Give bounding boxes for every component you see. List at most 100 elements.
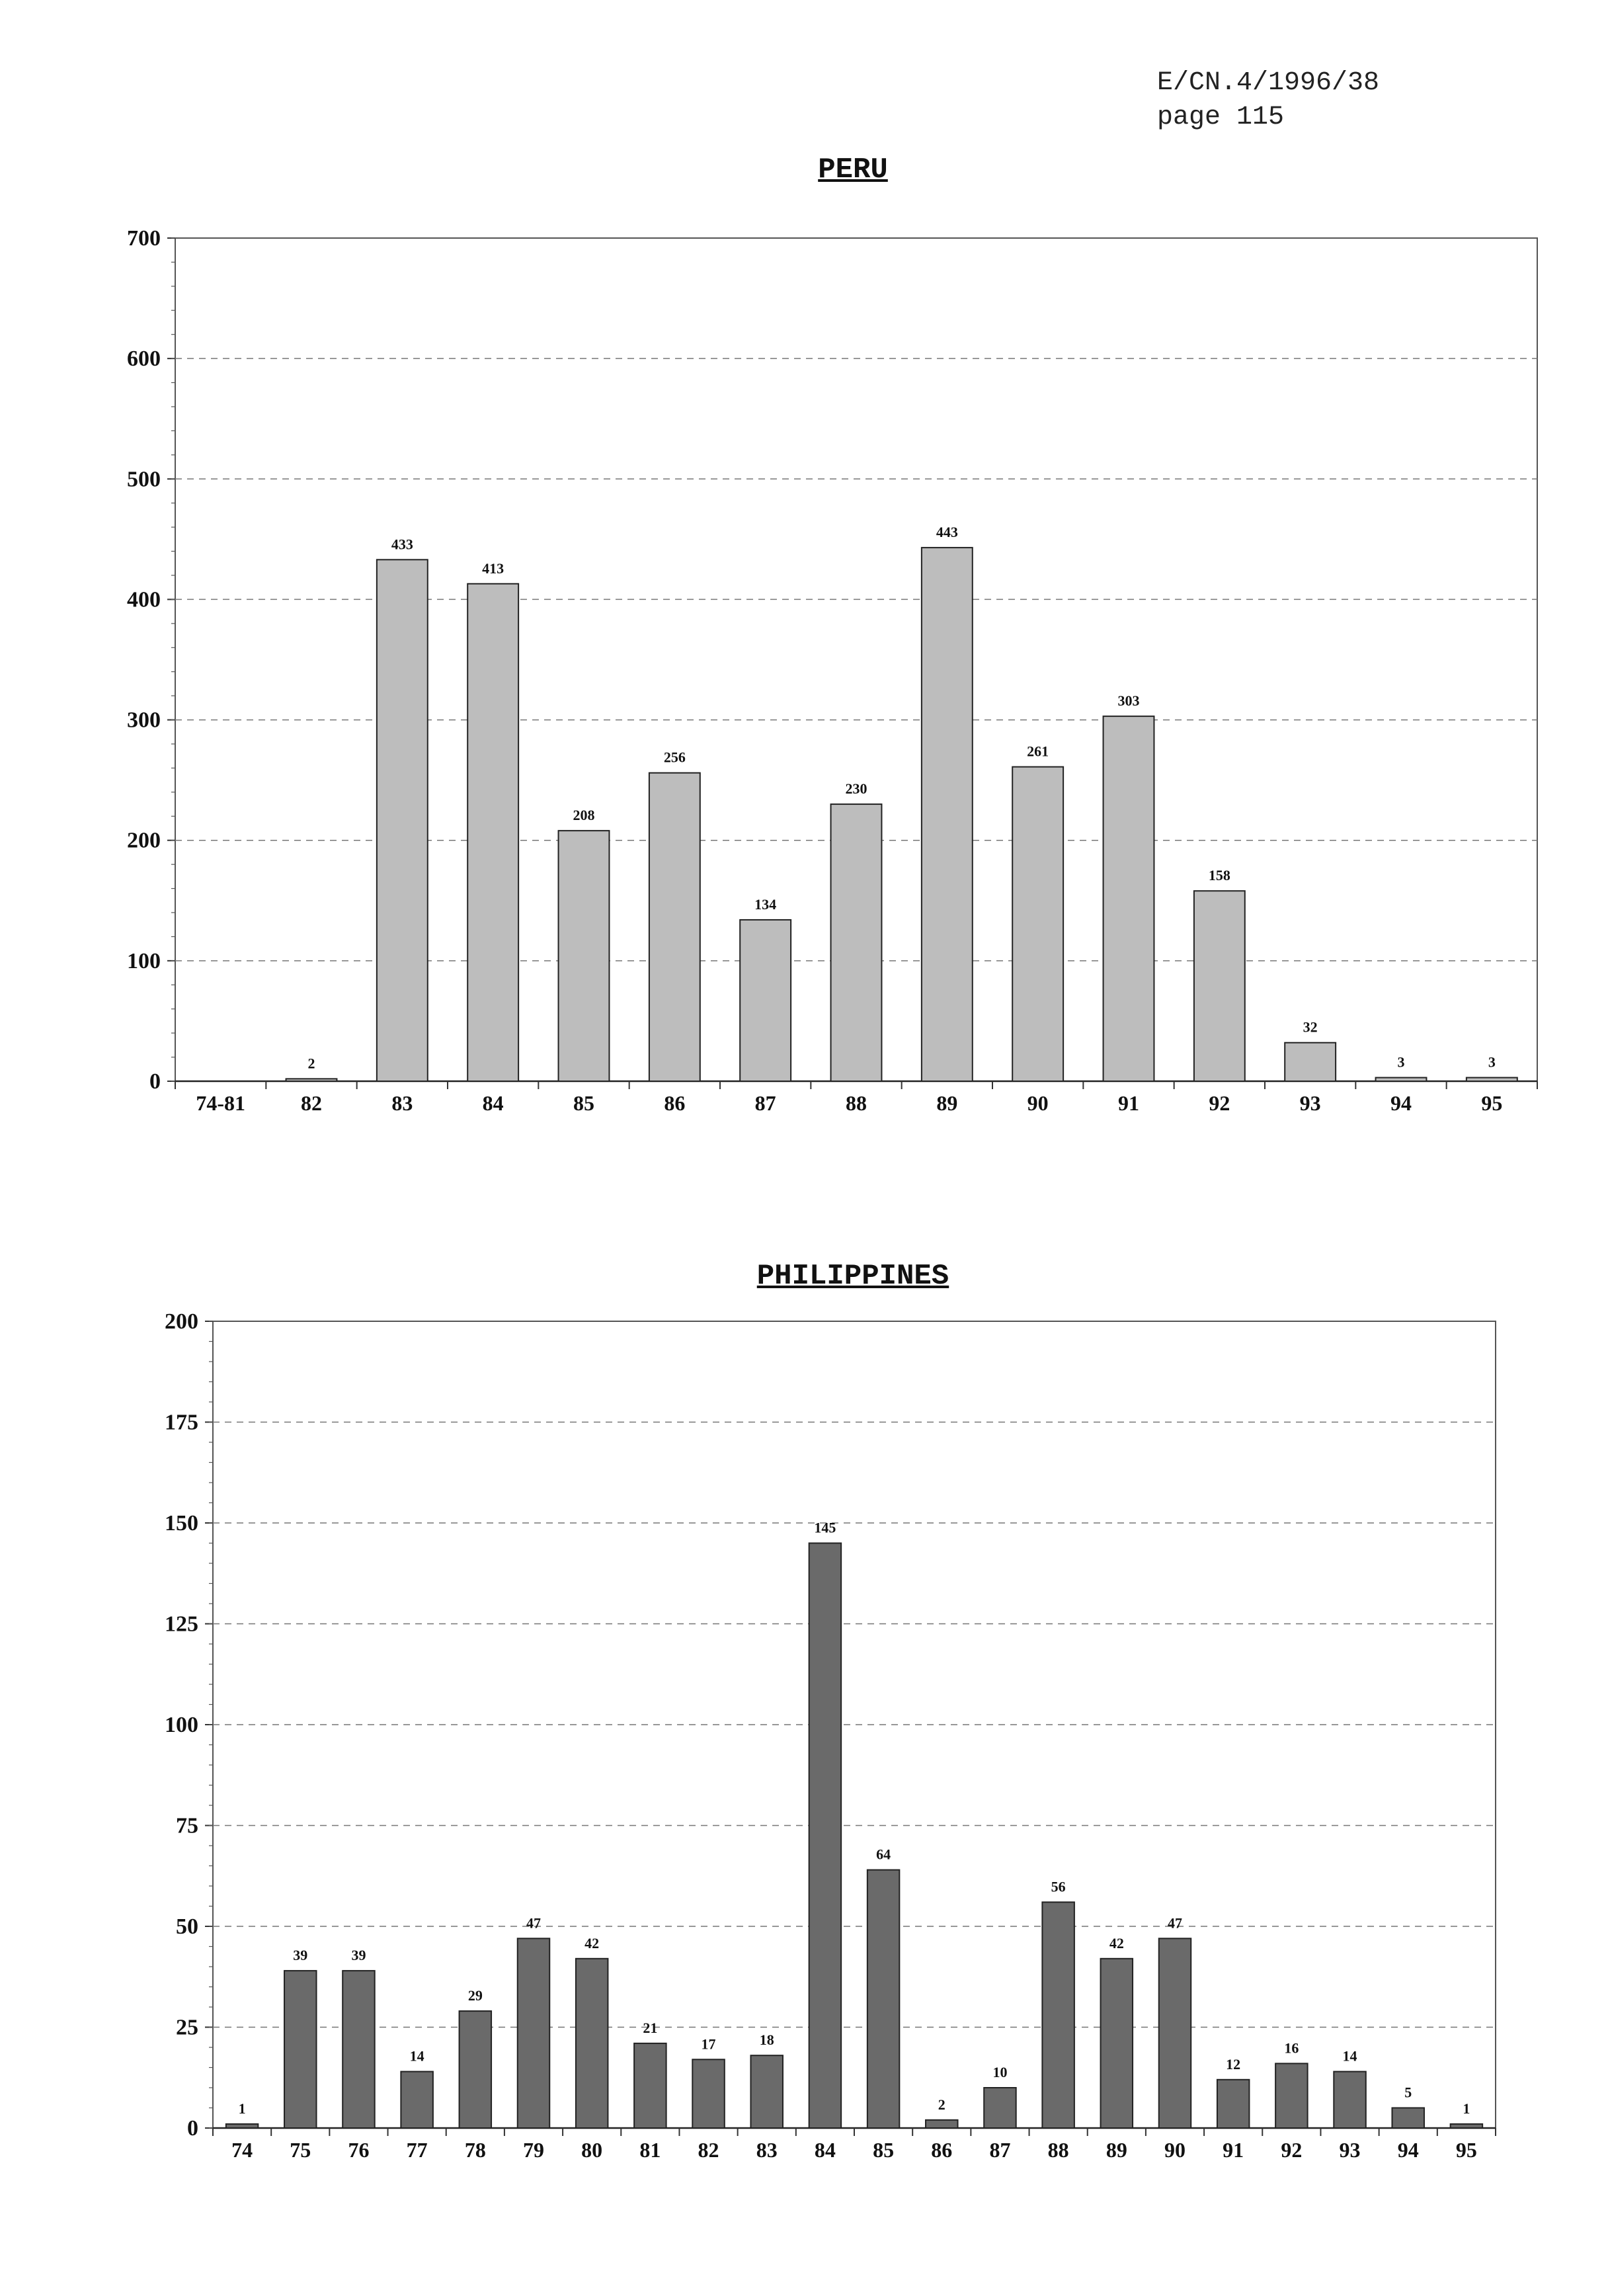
- philippines-x-tick-label: 89: [1106, 2138, 1127, 2162]
- philippines-data-label: 1: [239, 2100, 246, 2117]
- philippines-data-label: 47: [1168, 1914, 1182, 1931]
- peru-x-tick-label: 94: [1390, 1091, 1412, 1115]
- peru-x-tick-label: 85: [573, 1091, 594, 1115]
- peru-x-tick-label: 95: [1481, 1091, 1502, 1115]
- philippines-data-label: 47: [526, 1914, 541, 1931]
- philippines-bar-86: [925, 2119, 959, 2129]
- peru-y-tick-label: 0: [149, 1069, 161, 1094]
- philippines-bar-93: [1333, 2070, 1367, 2129]
- philippines-bar-83: [750, 2055, 784, 2129]
- peru-bar-87: [739, 919, 792, 1083]
- philippines-bar-85: [866, 1869, 901, 2129]
- peru-x-tick-label: 88: [846, 1091, 867, 1115]
- peru-bar-88: [830, 803, 883, 1082]
- peru-bar-95: [1465, 1077, 1518, 1083]
- philippines-bar-94: [1391, 2107, 1425, 2129]
- philippines-x-tick-label: 88: [1048, 2138, 1069, 2162]
- philippines-data-label: 17: [702, 2035, 716, 2052]
- philippines-data-label: 39: [351, 1947, 366, 1963]
- peru-data-label: 303: [1118, 692, 1140, 709]
- page-number: page 115: [1157, 102, 1285, 132]
- philippines-x-tick-label: 80: [581, 2138, 602, 2162]
- peru-data-label: 230: [846, 780, 867, 797]
- peru-x-tick-label: 93: [1300, 1091, 1321, 1115]
- philippines-x-tick-label: 81: [639, 2138, 661, 2162]
- philippines-bar-84: [808, 1542, 842, 2129]
- philippines-y-tick-label: 0: [187, 2116, 198, 2141]
- peru-y-tick-label: 500: [127, 467, 161, 491]
- philippines-x-tick-label: 82: [698, 2138, 719, 2162]
- peru-x-tick-label: 82: [301, 1091, 322, 1115]
- philippines-bar-95: [1449, 2123, 1484, 2129]
- philippines-y-tick-label: 75: [176, 1814, 198, 1838]
- philippines-bar-80: [575, 1957, 609, 2129]
- philippines-data-label: 16: [1284, 2039, 1299, 2056]
- peru-bar-85: [557, 830, 610, 1082]
- peru-y-tick-label: 600: [127, 347, 161, 371]
- philippines-bar-81: [633, 2042, 667, 2129]
- peru-x-tick-label: 86: [664, 1091, 685, 1115]
- philippines-x-tick-label: 83: [756, 2138, 778, 2162]
- philippines-bar-76: [342, 1970, 376, 2129]
- philippines-data-label: 64: [876, 1846, 891, 1863]
- philippines-x-tick-label: 87: [989, 2138, 1010, 2162]
- philippines-y-tick-label: 100: [165, 1713, 198, 1737]
- philippines-data-label: 21: [643, 2020, 657, 2036]
- peru-data-label: 256: [664, 749, 686, 766]
- peru-x-tick-label: 74-81: [196, 1091, 245, 1115]
- peru-bar-82: [285, 1078, 338, 1083]
- peru-data-label: 433: [391, 536, 413, 552]
- peru-data-label: 413: [482, 560, 504, 577]
- philippines-data-label: 2: [938, 2096, 945, 2113]
- philippines-data-label: 12: [1226, 2056, 1240, 2072]
- peru-bar-86: [648, 772, 701, 1082]
- philippines-y-tick-label: 175: [165, 1411, 198, 1435]
- philippines-y-tick-label: 25: [176, 2016, 198, 2040]
- philippines-x-tick-label: 95: [1456, 2138, 1477, 2162]
- peru-y-tick-label: 300: [127, 708, 161, 733]
- peru-data-label: 208: [573, 807, 595, 823]
- chart-title-peru: PERU: [818, 153, 888, 186]
- philippines-bar-91: [1216, 2078, 1250, 2129]
- philippines-bar-78: [458, 2010, 493, 2129]
- peru-y-tick-label: 200: [127, 829, 161, 853]
- philippines-x-tick-label: 94: [1398, 2138, 1419, 2162]
- philippines-bar-87: [983, 2087, 1017, 2129]
- philippines-x-tick-label: 77: [407, 2138, 428, 2162]
- peru-bar-84: [467, 583, 520, 1082]
- philippines-data-label: 39: [293, 1947, 307, 1963]
- philippines-y-tick-label: 125: [165, 1612, 198, 1637]
- philippines-y-tick-label: 50: [176, 1914, 198, 1939]
- peru-bar-91: [1102, 716, 1155, 1083]
- philippines-data-label: 56: [1051, 1878, 1066, 1895]
- peru-data-label: 2: [308, 1055, 315, 1071]
- philippines-bar-75: [284, 1970, 317, 2129]
- philippines-y-tick-label: 200: [165, 1309, 198, 1334]
- peru-y-tick-label: 100: [127, 949, 161, 973]
- philippines-x-tick-label: 90: [1164, 2138, 1186, 2162]
- peru-y-tick-label: 400: [127, 587, 161, 612]
- peru-x-tick-label: 90: [1027, 1091, 1049, 1115]
- peru-x-tick-label: 92: [1209, 1091, 1230, 1115]
- philippines-x-tick-label: 79: [523, 2138, 544, 2162]
- philippines-data-label: 18: [760, 2031, 774, 2048]
- peru-bar-92: [1193, 890, 1246, 1082]
- philippines-bar-89: [1100, 1957, 1134, 2129]
- philippines-data-label: 14: [410, 2048, 424, 2065]
- philippines-x-tick-label: 93: [1340, 2138, 1361, 2162]
- peru-x-tick-label: 89: [936, 1091, 957, 1115]
- peru-bar-89: [920, 547, 973, 1082]
- philippines-bar-74: [225, 2123, 259, 2129]
- philippines-x-tick-label: 76: [348, 2138, 369, 2162]
- chart-title-philippines: PHILIPPINES: [756, 1260, 949, 1293]
- document-reference: E/CN.4/1996/38: [1157, 68, 1380, 98]
- philippines-data-label: 145: [814, 1520, 836, 1536]
- philippines-data-label: 1: [1463, 2100, 1470, 2117]
- philippines-data-label: 42: [1109, 1935, 1124, 1951]
- peru-x-tick-label: 91: [1118, 1091, 1139, 1115]
- philippines-x-tick-label: 86: [931, 2138, 952, 2162]
- peru-data-label: 3: [1488, 1054, 1496, 1071]
- philippines-bar-82: [692, 2059, 725, 2129]
- philippines-x-tick-label: 92: [1281, 2138, 1302, 2162]
